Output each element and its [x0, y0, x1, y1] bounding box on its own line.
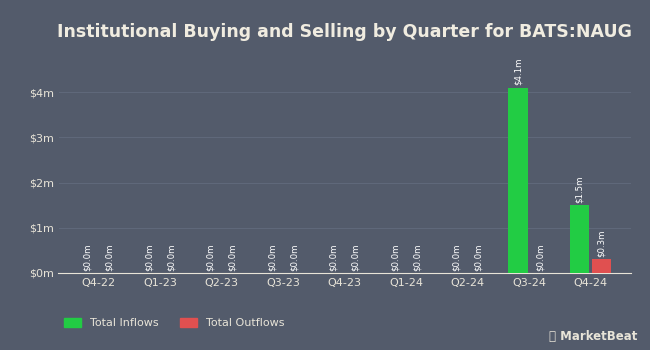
Text: $0.0m: $0.0m	[267, 243, 276, 271]
Text: $0.0m: $0.0m	[329, 243, 338, 271]
Text: $0.0m: $0.0m	[166, 243, 176, 271]
Text: $0.0m: $0.0m	[351, 243, 360, 271]
Text: $0.0m: $0.0m	[105, 243, 114, 271]
Text: $0.0m: $0.0m	[289, 243, 298, 271]
Text: $0.0m: $0.0m	[452, 243, 461, 271]
Text: $4.1m: $4.1m	[514, 58, 523, 85]
Text: $0.0m: $0.0m	[413, 243, 422, 271]
Text: $0.3m: $0.3m	[597, 230, 606, 257]
Text: $0.0m: $0.0m	[144, 243, 153, 271]
Text: $1.5m: $1.5m	[575, 175, 584, 203]
Text: $0.0m: $0.0m	[206, 243, 215, 271]
Bar	[592, 259, 612, 273]
Text: $0.0m: $0.0m	[228, 243, 237, 271]
Text: ⥵ MarketBeat: ⥵ MarketBeat	[549, 330, 637, 343]
Text: $0.0m: $0.0m	[83, 243, 92, 271]
Bar	[569, 205, 590, 273]
Text: $0.0m: $0.0m	[536, 243, 545, 271]
Text: $0.0m: $0.0m	[474, 243, 483, 271]
Bar	[508, 88, 528, 273]
Title: Institutional Buying and Selling by Quarter for BATS:NAUG: Institutional Buying and Selling by Quar…	[57, 22, 632, 41]
Text: $0.0m: $0.0m	[391, 243, 400, 271]
Legend: Total Inflows, Total Outflows: Total Inflows, Total Outflows	[64, 317, 285, 328]
